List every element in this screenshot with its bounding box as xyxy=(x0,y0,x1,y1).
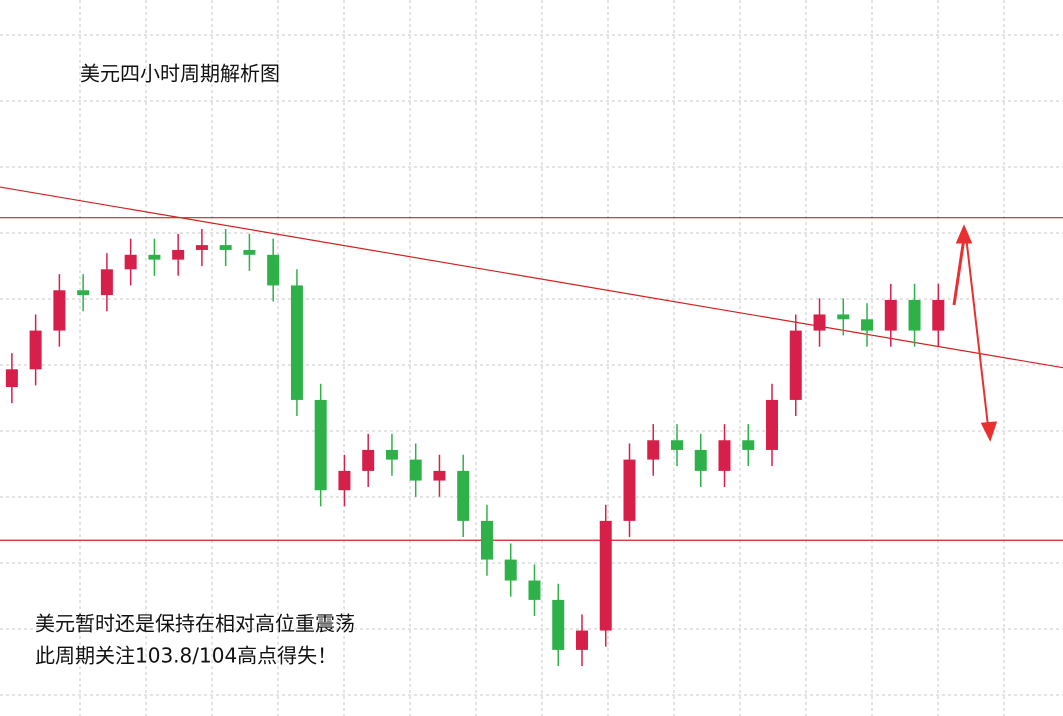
candle-body xyxy=(29,330,42,370)
arrow-down xyxy=(965,235,989,427)
plot xyxy=(0,186,1063,667)
candle-body xyxy=(290,285,303,400)
candle-body xyxy=(789,330,802,400)
candle-body xyxy=(385,449,398,460)
candle-body xyxy=(53,290,66,331)
candle-body xyxy=(908,299,921,331)
candle-body xyxy=(552,599,565,650)
candle-body xyxy=(5,369,18,388)
candle-body xyxy=(932,299,945,331)
candle-body xyxy=(766,399,779,450)
candle-body xyxy=(670,440,683,450)
candle-body xyxy=(575,630,588,650)
candle-body xyxy=(623,459,636,521)
forecast-arrows xyxy=(952,224,998,442)
candle-body xyxy=(884,299,897,331)
candle-body xyxy=(742,440,755,450)
candle-body xyxy=(219,245,232,250)
annotation: 此周期关注103.8/104高点得失！ xyxy=(35,644,337,668)
candle-body xyxy=(362,449,375,471)
candle-body xyxy=(599,520,612,631)
candle-body xyxy=(813,314,826,331)
candle-body xyxy=(314,399,327,491)
candle-body xyxy=(528,580,541,600)
candle-body xyxy=(480,520,493,560)
candle-body xyxy=(267,254,280,286)
candle-body xyxy=(77,290,90,296)
candle-body xyxy=(338,470,351,491)
candle-body xyxy=(124,254,137,270)
candle-body xyxy=(861,319,874,331)
candle-body xyxy=(148,254,161,260)
chart-title: 美元四小时周期解析图 xyxy=(80,62,280,86)
candle-body xyxy=(647,440,660,460)
arrow-up xyxy=(952,237,966,306)
candle-body xyxy=(433,470,446,481)
candle-body xyxy=(504,559,517,581)
candle-body xyxy=(718,440,731,471)
arrow-head xyxy=(980,421,998,442)
arrow-head xyxy=(955,224,973,244)
candle-body xyxy=(172,249,185,260)
candle-body xyxy=(195,245,208,250)
candle-body xyxy=(100,269,113,296)
annotation: 美元暂时还是保持在相对高位重震荡 xyxy=(35,612,355,636)
candle-body xyxy=(837,314,850,320)
candle-body xyxy=(243,249,256,255)
candle-body xyxy=(457,470,470,521)
candle-body xyxy=(694,449,707,471)
candle-body xyxy=(409,459,422,481)
trend-line xyxy=(0,186,1063,369)
